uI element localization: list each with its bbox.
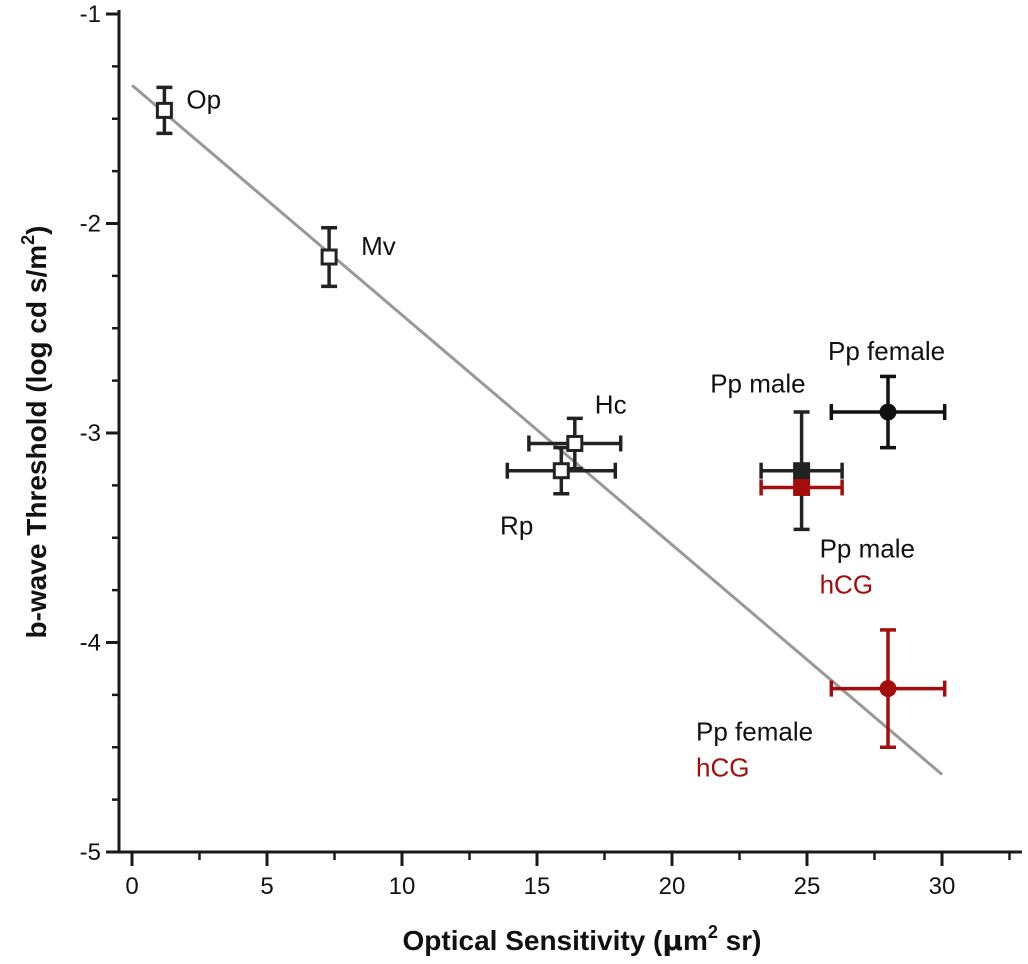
x-axis-title-mu: µ (662, 924, 683, 957)
label-rp: Rp (500, 511, 533, 541)
x-tick-label: 10 (389, 873, 416, 900)
y-axis-title-sup: 2 (18, 235, 38, 245)
point-op (155, 85, 173, 136)
marker-filled-square (793, 478, 811, 496)
marker-open-square (552, 462, 570, 480)
regression-line (131, 84, 943, 776)
label-op: Op (186, 84, 221, 114)
sublabel-pp-female-hcg: hCG (696, 753, 749, 783)
marker-open-square (320, 248, 338, 266)
data-points (155, 85, 947, 749)
y-axis-title-base: b-wave Threshold (log cd s/m (21, 245, 52, 639)
label-pp-male: Pp male (710, 369, 805, 399)
marker-filled-square (793, 462, 811, 480)
regression-line-group (131, 84, 943, 776)
x-axis-title-unit: m (683, 925, 708, 956)
point-pp-male (759, 410, 844, 532)
axes (117, 10, 1022, 854)
x-tick-label: 20 (659, 873, 686, 900)
x-tick-label: 0 (125, 873, 138, 900)
point-hc (527, 416, 623, 471)
ticks: 0 5 10 15 20 25 30 -1 -2 -3 -4 -5 (80, 1, 1011, 900)
marker-open-square (566, 434, 584, 452)
point-mv (320, 225, 338, 289)
x-tick-label: 5 (260, 873, 273, 900)
x-axis-title: Optical Sensitivity (µm2 sr) (403, 922, 762, 957)
y-tick-label: -2 (80, 211, 101, 238)
label-pp-male-hcg: Pp male (820, 533, 915, 563)
y-axis-title-tail: ) (21, 226, 52, 235)
y-tick-label: -1 (80, 1, 101, 28)
label-pp-female-hcg: Pp female (696, 717, 813, 747)
point-labels: Op Mv Hc Rp Pp male Pp male hCG Pp female Pp fem… (186, 84, 945, 782)
marker-filled-circle (879, 680, 897, 698)
x-tick-label: 25 (794, 873, 821, 900)
label-pp-female: Pp female (828, 336, 945, 366)
y-axis-title: b-wave Threshold (log cd s/m2) (18, 226, 52, 639)
point-pp-male-hcg (759, 478, 844, 496)
sublabel-pp-male-hcg: hCG (820, 569, 873, 599)
x-axis-title-base: Optical Sensitivity ( (403, 925, 664, 956)
label-mv: Mv (361, 231, 396, 261)
y-tick-label: -5 (80, 839, 101, 866)
x-tick-label: 30 (929, 873, 956, 900)
label-hc: Hc (595, 389, 627, 419)
point-pp-female-hcg (829, 628, 947, 749)
y-tick-label: -4 (80, 630, 101, 657)
marker-filled-circle (879, 403, 897, 421)
x-axis-title-tail: sr) (718, 925, 762, 956)
x-tick-label: 15 (524, 873, 551, 900)
y-tick-label: -3 (80, 420, 101, 447)
point-pp-female (829, 374, 947, 450)
point-rp (505, 445, 618, 496)
marker-open-square (155, 101, 173, 119)
x-axis-title-sup: 2 (708, 922, 718, 942)
